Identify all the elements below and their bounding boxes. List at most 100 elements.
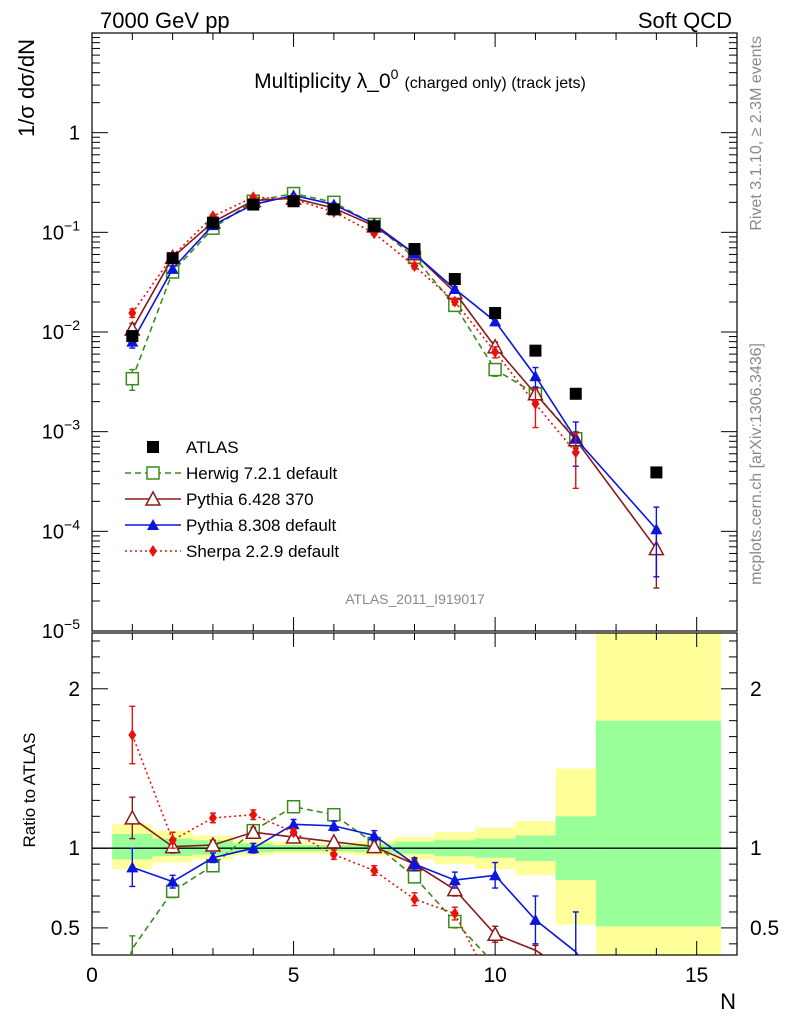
- title-main-text: Multiplicity λ_0: [254, 70, 391, 93]
- x-tick-label: 5: [288, 964, 300, 987]
- data-point: [407, 870, 422, 884]
- series-sherpa-2-2-9-default: [128, 705, 478, 955]
- header-left: 7000 GeV pp: [100, 8, 230, 33]
- series-line: [131, 196, 577, 453]
- data-point: [450, 295, 459, 308]
- ratio-series-layer: [124, 705, 579, 955]
- legend-marker: [146, 466, 160, 480]
- legend-item: Sherpa 2.2.9 default: [125, 542, 339, 561]
- legend-marker: [147, 441, 159, 453]
- y-tick-label: 1: [69, 123, 80, 145]
- legend-item: Pythia 6.428 370: [125, 490, 314, 509]
- main-title: Multiplicity λ_00 (charged only) (track j…: [254, 66, 586, 93]
- data-point: [569, 387, 582, 400]
- data-point: [408, 858, 421, 870]
- data-point: [410, 893, 419, 906]
- x-axis-label: N: [720, 989, 736, 1014]
- green-band-bin: [595, 720, 721, 927]
- legend-item: ATLAS: [147, 438, 239, 457]
- y-tick-label-ratio-right: 0.5: [750, 917, 779, 940]
- y-tick-label: 10−5: [42, 616, 80, 643]
- data-point: [450, 907, 459, 920]
- data-point: [247, 842, 260, 854]
- data-point: [287, 195, 300, 208]
- data-point: [491, 345, 500, 358]
- analysis-id-label: ATLAS_2011_I919017: [345, 591, 485, 607]
- data-point: [408, 243, 421, 256]
- main-series-layer: [124, 186, 665, 589]
- title-superscript: 0: [391, 66, 399, 82]
- series-herwig-7-2-1-default: [129, 800, 488, 955]
- title-suffix: (charged only) (track jets): [404, 75, 585, 92]
- x-tick-label: 10: [483, 964, 506, 987]
- data-point: [289, 826, 298, 839]
- data-point: [486, 925, 504, 942]
- data-point: [529, 370, 542, 382]
- data-point: [325, 833, 343, 849]
- data-point: [327, 819, 340, 831]
- data-point: [650, 466, 663, 479]
- data-point: [489, 315, 502, 327]
- data-point: [448, 273, 461, 286]
- data-point: [531, 397, 540, 410]
- y-tick-label-ratio: 1: [68, 837, 80, 860]
- legend-label: Pythia 6.428 370: [186, 490, 314, 509]
- data-point: [125, 371, 140, 386]
- data-point: [166, 252, 179, 265]
- y-tick-label-ratio-right: 2: [750, 678, 762, 701]
- x-tick-label: 15: [685, 964, 708, 987]
- ratio-uncertainty-bands: [112, 633, 721, 955]
- data-point: [247, 198, 260, 211]
- data-point: [448, 874, 461, 886]
- data-point: [365, 838, 383, 854]
- legend-marker: [149, 545, 157, 557]
- legend-item: Herwig 7.2.1 default: [125, 464, 337, 483]
- series-atlas: [126, 195, 663, 479]
- series-pythia-8-308-default: [126, 818, 579, 955]
- data-point: [529, 913, 542, 925]
- data-point: [128, 307, 137, 320]
- main-ylabel: 1/σ dσ/dN: [14, 39, 39, 137]
- data-point: [571, 446, 580, 459]
- header-right: Soft QCD: [638, 8, 732, 33]
- series-pythia-6-428-370: [124, 796, 545, 955]
- rivet-version-label: Rivet 3.1.10, ≥ 2.3M events: [748, 36, 765, 231]
- legend-label: Pythia 8.308 default: [186, 516, 337, 535]
- data-point: [410, 259, 419, 272]
- y-tick-label: 10−3: [42, 417, 80, 444]
- legend-marker: [144, 490, 162, 506]
- data-point: [124, 809, 141, 825]
- y-tick-label-ratio: 2: [68, 678, 80, 701]
- data-point: [244, 823, 262, 840]
- data-point: [206, 216, 219, 229]
- data-point: [126, 861, 139, 873]
- legend-marker: [147, 519, 159, 530]
- data-point: [287, 818, 300, 830]
- data-point: [489, 307, 502, 320]
- data-point: [488, 362, 502, 377]
- data-point: [370, 864, 379, 877]
- x-tick-label: 0: [86, 964, 98, 987]
- series-line: [129, 805, 488, 955]
- y-tick-label: 10−2: [42, 317, 80, 344]
- legend-label: ATLAS: [186, 438, 239, 457]
- data-point: [327, 807, 341, 822]
- data-point: [249, 808, 258, 821]
- series-herwig-7-2-1-default: [125, 186, 583, 448]
- data-point: [368, 829, 381, 841]
- data-point: [446, 881, 464, 897]
- data-point: [206, 851, 219, 863]
- data-point: [168, 834, 177, 847]
- main-axis-ticks: 10−5 10−4 10−3 10−2 10−1 1: [42, 33, 737, 643]
- legend-label: Herwig 7.2.1 default: [186, 464, 337, 483]
- data-point: [166, 262, 179, 274]
- y-tick-label-ratio: 0.5: [51, 917, 80, 940]
- y-tick-label-ratio-right: 1: [750, 837, 762, 860]
- data-point: [166, 875, 179, 887]
- ratio-ylabel: Ratio to ATLAS: [20, 733, 39, 848]
- y-tick-label: 10−1: [42, 217, 80, 244]
- mcplots-reference-label: mcplots.cern.ch [arXiv:1306.3436]: [748, 343, 765, 585]
- data-point: [128, 729, 137, 742]
- data-point: [327, 203, 340, 216]
